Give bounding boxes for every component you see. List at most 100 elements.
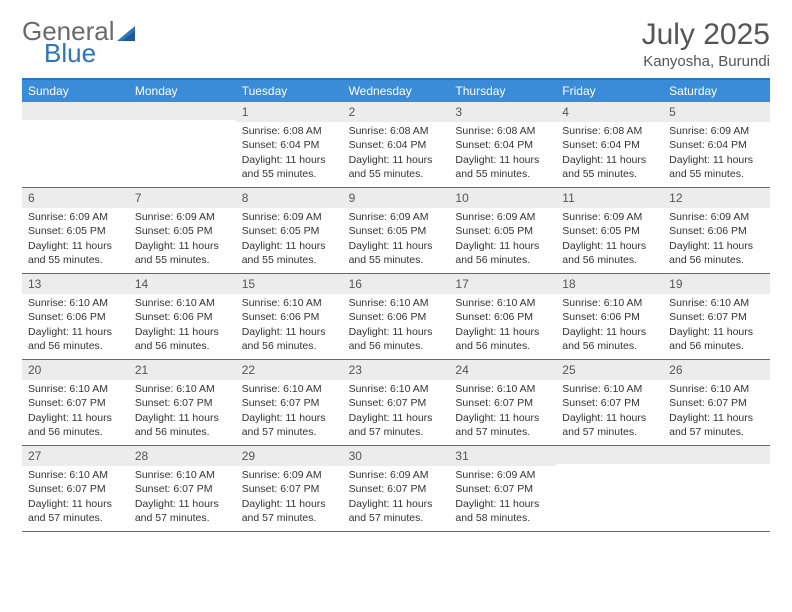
day-number-bar: 14 [129,274,236,294]
sunset-text: Sunset: 6:07 PM [562,396,657,410]
day-number-bar: 26 [663,360,770,380]
sunset-text: Sunset: 6:07 PM [242,482,337,496]
day-body: Sunrise: 6:09 AMSunset: 6:05 PMDaylight:… [449,210,556,267]
daylight-text: Daylight: 11 hours and 56 minutes. [135,411,230,439]
day-body: Sunrise: 6:10 AMSunset: 6:07 PMDaylight:… [663,296,770,353]
day-number-bar: 3 [449,102,556,122]
calendar-cell-26: 26Sunrise: 6:10 AMSunset: 6:07 PMDayligh… [663,360,770,446]
sunrise-text: Sunrise: 6:09 AM [562,210,657,224]
calendar-cell-13: 13Sunrise: 6:10 AMSunset: 6:06 PMDayligh… [22,274,129,360]
sunset-text: Sunset: 6:05 PM [28,224,123,238]
sunset-text: Sunset: 6:07 PM [455,396,550,410]
calendar-cell-29: 29Sunrise: 6:09 AMSunset: 6:07 PMDayligh… [236,446,343,532]
day-body: Sunrise: 6:10 AMSunset: 6:07 PMDaylight:… [343,382,450,439]
sunrise-text: Sunrise: 6:09 AM [455,468,550,482]
daylight-text: Daylight: 11 hours and 57 minutes. [28,497,123,525]
calendar-grid: SundayMondayTuesdayWednesdayThursdayFrid… [22,78,770,532]
sunset-text: Sunset: 6:07 PM [28,482,123,496]
daylight-text: Daylight: 11 hours and 58 minutes. [455,497,550,525]
sunrise-text: Sunrise: 6:10 AM [242,296,337,310]
day-number: 15 [242,277,255,291]
dow-header-monday: Monday [129,80,236,102]
sunset-text: Sunset: 6:07 PM [135,396,230,410]
day-body: Sunrise: 6:10 AMSunset: 6:07 PMDaylight:… [22,468,129,525]
calendar-cell-11: 11Sunrise: 6:09 AMSunset: 6:05 PMDayligh… [556,188,663,274]
day-number: 24 [455,363,468,377]
daylight-text: Daylight: 11 hours and 55 minutes. [562,153,657,181]
day-number-bar: 28 [129,446,236,466]
sunset-text: Sunset: 6:05 PM [455,224,550,238]
day-number-bar: 10 [449,188,556,208]
sunrise-text: Sunrise: 6:10 AM [455,382,550,396]
day-number: 30 [349,449,362,463]
sunrise-text: Sunrise: 6:10 AM [669,382,764,396]
sunrise-text: Sunrise: 6:10 AM [135,296,230,310]
day-number-bar [129,102,236,120]
daylight-text: Daylight: 11 hours and 56 minutes. [562,325,657,353]
sunset-text: Sunset: 6:05 PM [562,224,657,238]
sunset-text: Sunset: 6:06 PM [562,310,657,324]
sunrise-text: Sunrise: 6:10 AM [28,382,123,396]
sunrise-text: Sunrise: 6:09 AM [669,210,764,224]
day-number: 21 [135,363,148,377]
sunset-text: Sunset: 6:05 PM [135,224,230,238]
calendar-cell-5: 5Sunrise: 6:09 AMSunset: 6:04 PMDaylight… [663,102,770,188]
sunrise-text: Sunrise: 6:08 AM [349,124,444,138]
daylight-text: Daylight: 11 hours and 57 minutes. [349,411,444,439]
day-number: 4 [562,105,569,119]
daylight-text: Daylight: 11 hours and 57 minutes. [455,411,550,439]
dow-header-thursday: Thursday [449,80,556,102]
day-number-bar: 22 [236,360,343,380]
day-body: Sunrise: 6:10 AMSunset: 6:07 PMDaylight:… [236,382,343,439]
logo-sail-icon [117,20,137,46]
month-title: July 2025 [642,18,770,51]
day-number: 29 [242,449,255,463]
day-number-bar: 5 [663,102,770,122]
daylight-text: Daylight: 11 hours and 55 minutes. [669,153,764,181]
sunrise-text: Sunrise: 6:09 AM [242,210,337,224]
calendar-cell-8: 8Sunrise: 6:09 AMSunset: 6:05 PMDaylight… [236,188,343,274]
day-body: Sunrise: 6:08 AMSunset: 6:04 PMDaylight:… [449,124,556,181]
day-number-bar: 12 [663,188,770,208]
sunrise-text: Sunrise: 6:09 AM [242,468,337,482]
calendar-cell-blank [129,102,236,188]
day-number-bar: 1 [236,102,343,122]
dow-header-tuesday: Tuesday [236,80,343,102]
header: GeneralBlue July 2025 Kanyosha, Burundi [22,18,770,70]
day-number: 14 [135,277,148,291]
sunrise-text: Sunrise: 6:10 AM [562,382,657,396]
day-number: 17 [455,277,468,291]
day-number: 3 [455,105,462,119]
sunset-text: Sunset: 6:07 PM [135,482,230,496]
day-number-bar: 6 [22,188,129,208]
day-number-bar: 16 [343,274,450,294]
day-body: Sunrise: 6:10 AMSunset: 6:06 PMDaylight:… [129,296,236,353]
day-body: Sunrise: 6:08 AMSunset: 6:04 PMDaylight:… [236,124,343,181]
sunset-text: Sunset: 6:06 PM [349,310,444,324]
day-number-bar: 2 [343,102,450,122]
day-body: Sunrise: 6:10 AMSunset: 6:06 PMDaylight:… [236,296,343,353]
calendar-cell-27: 27Sunrise: 6:10 AMSunset: 6:07 PMDayligh… [22,446,129,532]
day-number: 26 [669,363,682,377]
sunrise-text: Sunrise: 6:10 AM [135,382,230,396]
sunset-text: Sunset: 6:07 PM [349,396,444,410]
calendar-cell-6: 6Sunrise: 6:09 AMSunset: 6:05 PMDaylight… [22,188,129,274]
sunset-text: Sunset: 6:06 PM [135,310,230,324]
daylight-text: Daylight: 11 hours and 55 minutes. [242,239,337,267]
day-number-bar: 17 [449,274,556,294]
sunrise-text: Sunrise: 6:08 AM [455,124,550,138]
calendar-cell-1: 1Sunrise: 6:08 AMSunset: 6:04 PMDaylight… [236,102,343,188]
sunrise-text: Sunrise: 6:09 AM [455,210,550,224]
calendar-cell-4: 4Sunrise: 6:08 AMSunset: 6:04 PMDaylight… [556,102,663,188]
sunrise-text: Sunrise: 6:09 AM [135,210,230,224]
day-body: Sunrise: 6:10 AMSunset: 6:06 PMDaylight:… [449,296,556,353]
day-body: Sunrise: 6:09 AMSunset: 6:07 PMDaylight:… [449,468,556,525]
calendar-cell-31: 31Sunrise: 6:09 AMSunset: 6:07 PMDayligh… [449,446,556,532]
dow-header-sunday: Sunday [22,80,129,102]
title-block: July 2025 Kanyosha, Burundi [642,18,770,70]
day-number-bar: 18 [556,274,663,294]
day-number: 19 [669,277,682,291]
daylight-text: Daylight: 11 hours and 56 minutes. [135,325,230,353]
day-number-bar: 24 [449,360,556,380]
daylight-text: Daylight: 11 hours and 56 minutes. [455,239,550,267]
